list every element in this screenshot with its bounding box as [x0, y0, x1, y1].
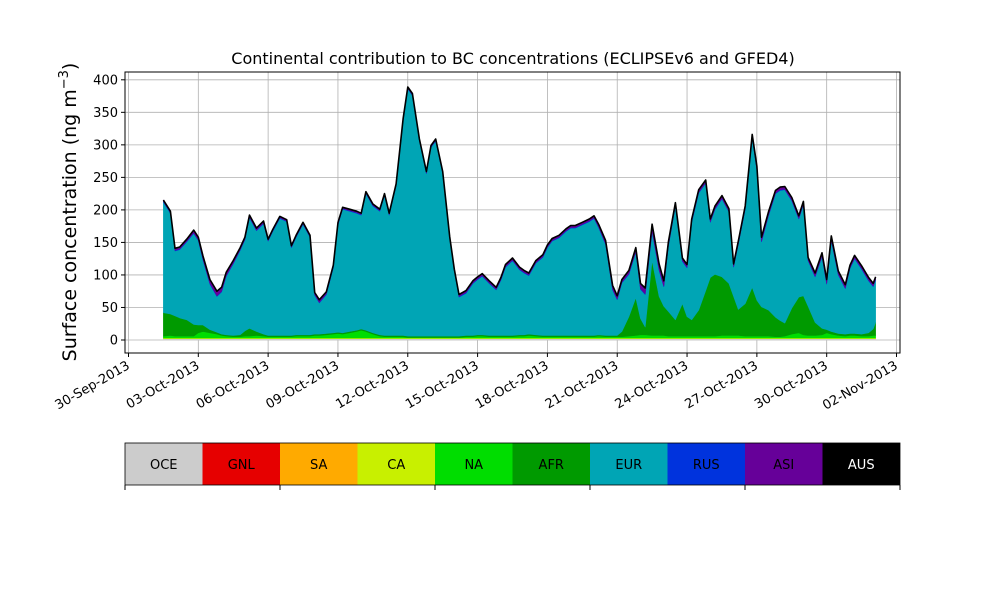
- legend-swatch-gnl: [202, 443, 280, 485]
- plot-frame: [124, 71, 901, 354]
- area-series: [162, 86, 877, 341]
- y-tick-label: 50: [101, 301, 118, 316]
- y-tick-label: 250: [93, 171, 118, 186]
- x-tick-label: 06-Oct-2013: [194, 358, 272, 412]
- legend-label-asi: ASI: [773, 458, 794, 473]
- x-tick-label: 03-Oct-2013: [124, 358, 202, 412]
- legend-swatch-oce: [125, 443, 203, 485]
- y-tick-label: 350: [93, 106, 118, 121]
- legend-label-eur: EUR: [615, 458, 642, 473]
- region-legend: OCE GNL SA CA NA AFR EUR RUS ASI AUS: [124, 442, 901, 490]
- y-tick-label: 200: [93, 203, 118, 218]
- total-outline: [162, 86, 877, 301]
- x-tick-label: 30-Oct-2013: [752, 358, 830, 412]
- x-tick-label: 18-Oct-2013: [473, 358, 551, 412]
- legend-label-ca: CA: [387, 458, 405, 473]
- legend-swatch-afr: [512, 443, 590, 485]
- x-tick-label: 02-Nov-2013: [820, 358, 900, 413]
- y-axis-label-main: Surface concentration (ng m: [59, 89, 81, 361]
- legend-label-aus: AUS: [848, 458, 875, 473]
- y-tick-label: 0: [110, 333, 118, 348]
- legend-swatch-eur: [590, 443, 668, 485]
- legend-swatch-asi: [745, 443, 823, 485]
- legend-swatch-ca: [357, 443, 435, 485]
- x-tick-label: 27-Oct-2013: [682, 358, 760, 412]
- legend-frame: [124, 442, 901, 486]
- y-axis-label: Surface concentration (ng m−3): [57, 63, 81, 362]
- legend-swatch-aus: [822, 443, 900, 485]
- x-tick-label: 09-Oct-2013: [264, 358, 342, 412]
- legend-label-na: NA: [464, 458, 483, 473]
- legend-swatch-sa: [280, 443, 358, 485]
- legend-swatch-rus: [667, 443, 745, 485]
- y-tick-label: 300: [93, 138, 118, 153]
- x-tick-label: 30-Sep-2013: [53, 358, 133, 413]
- y-tick-label: 150: [93, 236, 118, 251]
- legend-label-oce: OCE: [150, 458, 178, 473]
- legend-label-rus: RUS: [693, 458, 720, 473]
- legend-label-afr: AFR: [539, 458, 564, 473]
- x-tick-label: 15-Oct-2013: [403, 358, 481, 412]
- x-tick-label: 12-Oct-2013: [333, 358, 411, 412]
- y-tick-label: 100: [93, 268, 118, 283]
- y-axis-label-close: ): [59, 63, 81, 70]
- y-axis-label-superscript: −3: [57, 70, 72, 89]
- legend-label-gnl: GNL: [228, 458, 256, 473]
- legend-swatch-na: [435, 443, 513, 485]
- legend-label-sa: SA: [310, 458, 327, 473]
- chart-title: Continental contribution to BC concentra…: [231, 49, 794, 68]
- x-tick-label: 24-Oct-2013: [613, 358, 691, 412]
- y-tick-label: 400: [93, 73, 118, 88]
- x-tick-label: 21-Oct-2013: [543, 358, 621, 412]
